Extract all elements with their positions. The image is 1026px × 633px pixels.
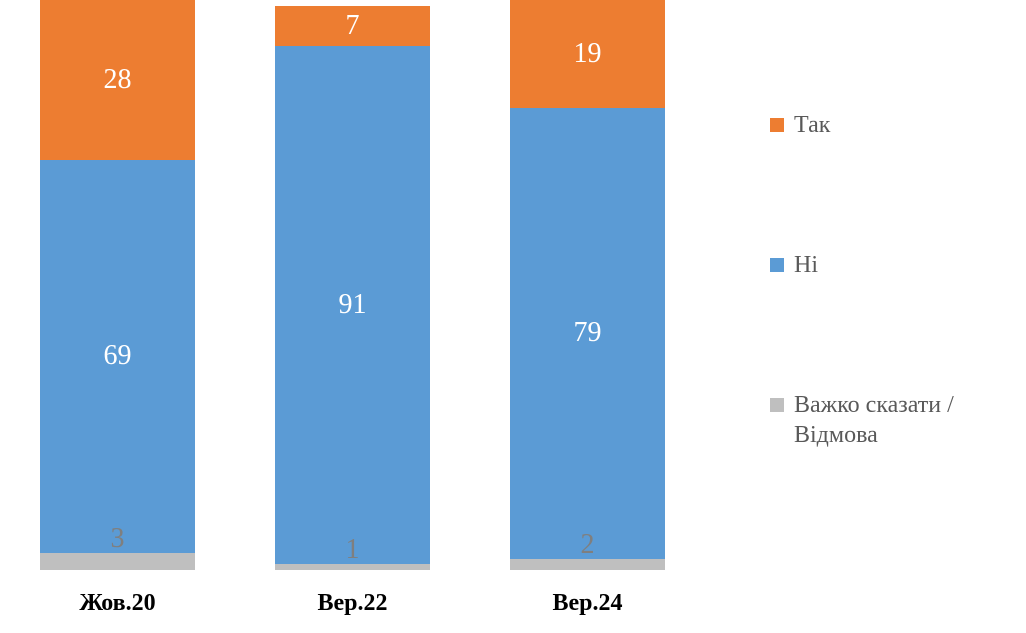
segment-value: 7 xyxy=(346,10,360,42)
x-axis-label: Вер.22 xyxy=(317,590,387,617)
legend-swatch xyxy=(770,258,784,272)
plot-area: 28 69 3 Жов.20 7 91 1 Вер.22 19 79 2 Вер.24 xyxy=(0,0,745,633)
segment-dk: 3 xyxy=(40,553,195,570)
bar-column: 19 79 2 Вер.24 xyxy=(510,0,665,633)
legend: Так Ні Важко сказати / Відмова xyxy=(770,110,1006,450)
legend-item: Важко сказати / Відмова xyxy=(770,390,1006,450)
bar-stack: 28 69 3 xyxy=(40,0,195,570)
x-axis-label: Жов.20 xyxy=(79,590,155,617)
segment-yes: 7 xyxy=(275,6,430,46)
segment-value: 2 xyxy=(581,529,595,561)
bar-stack: 7 91 1 xyxy=(275,0,430,570)
segment-no: 91 xyxy=(275,46,430,565)
segment-yes: 19 xyxy=(510,0,665,108)
legend-item: Ні xyxy=(770,250,1006,280)
bar-column: 28 69 3 Жов.20 xyxy=(40,0,195,633)
segment-no: 69 xyxy=(40,160,195,553)
legend-swatch xyxy=(770,398,784,412)
stacked-bar-chart: 28 69 3 Жов.20 7 91 1 Вер.22 19 79 2 Вер.24 Так Ні Ва… xyxy=(0,0,1026,633)
segment-value: 69 xyxy=(104,340,132,372)
segment-value: 19 xyxy=(574,38,602,70)
segment-value: 28 xyxy=(104,64,132,96)
segment-value: 79 xyxy=(574,317,602,349)
segment-value: 91 xyxy=(339,289,367,321)
bar-column: 7 91 1 Вер.22 xyxy=(275,0,430,633)
legend-label: Важко сказати / Відмова xyxy=(794,390,1006,450)
segment-dk: 1 xyxy=(275,564,430,570)
legend-item: Так xyxy=(770,110,1006,140)
bar-stack: 19 79 2 xyxy=(510,0,665,570)
segment-no: 79 xyxy=(510,108,665,558)
legend-label: Ні xyxy=(794,250,818,280)
segment-yes: 28 xyxy=(40,0,195,160)
segment-value: 1 xyxy=(346,534,360,566)
bars-row: 28 69 3 Жов.20 7 91 1 Вер.22 19 79 2 Вер.24 xyxy=(0,0,745,633)
segment-dk: 2 xyxy=(510,559,665,570)
segment-value: 3 xyxy=(111,523,125,555)
legend-swatch xyxy=(770,118,784,132)
legend-label: Так xyxy=(794,110,830,140)
x-axis-label: Вер.24 xyxy=(552,590,622,617)
